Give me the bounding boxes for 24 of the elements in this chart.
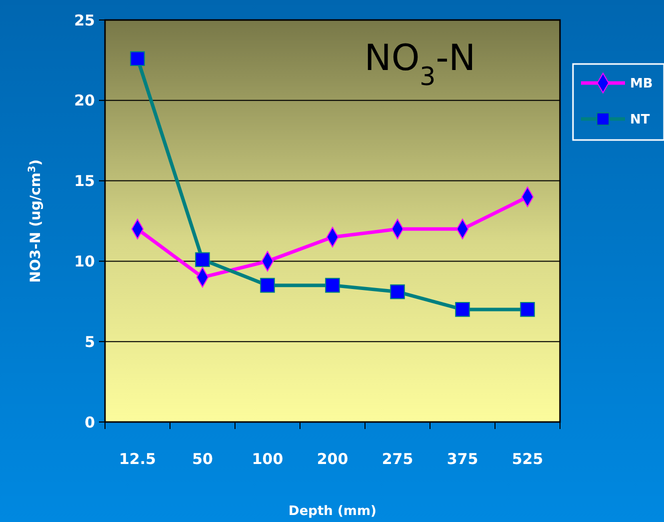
x-tick-label: 275	[382, 450, 414, 468]
text: NO$_{3}$-N	[364, 38, 476, 90]
point	[455, 302, 470, 317]
y-tick-label: 5	[84, 332, 95, 351]
point	[325, 278, 340, 293]
x-tick-label: 200	[316, 450, 348, 468]
y-tick-label: 0	[84, 413, 95, 432]
point	[520, 302, 535, 317]
x-axis-title: Depth (mm)	[288, 504, 376, 519]
x-tick-label: 525	[512, 450, 544, 468]
x-tick-label: 375	[446, 450, 478, 468]
x-tick-label: 12.5	[118, 450, 156, 468]
legend-label: MB	[630, 76, 653, 92]
point	[130, 51, 145, 66]
x-tick-label: 50	[192, 450, 213, 468]
y-tick-label: 15	[74, 172, 95, 190]
legend-label: NT	[630, 112, 650, 128]
point	[390, 284, 405, 300]
x-tick-label: 100	[252, 450, 284, 468]
point	[260, 278, 275, 293]
y-tick-label: 25	[74, 11, 95, 30]
point	[195, 252, 210, 267]
y-tick-label: 10	[74, 252, 95, 270]
y-tick-label: 20	[74, 92, 95, 110]
